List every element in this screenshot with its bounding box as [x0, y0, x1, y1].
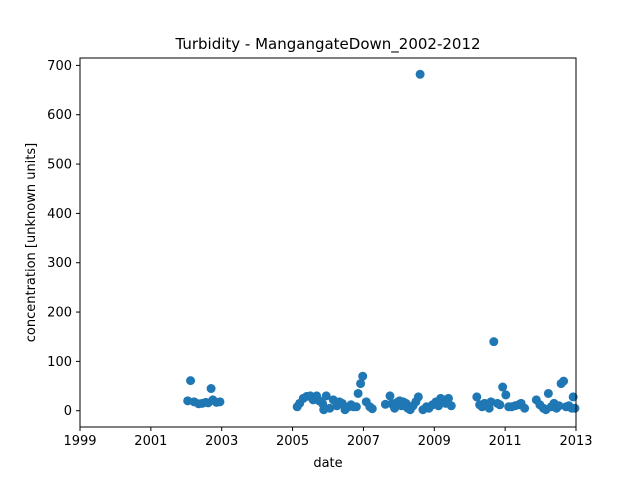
data-point — [489, 337, 499, 347]
x-tick-label: 2001 — [134, 434, 167, 449]
data-point — [559, 376, 569, 386]
data-point — [498, 382, 508, 392]
y-tick-label: 100 — [47, 355, 72, 370]
x-tick-label: 2003 — [205, 434, 238, 449]
x-tick-label: 2009 — [418, 434, 451, 449]
y-tick-label: 0 — [64, 404, 72, 419]
y-tick-label: 400 — [47, 207, 72, 222]
x-tick-label: 1999 — [63, 434, 96, 449]
y-axis: 0 100 200 300 400 500 600 700 — [47, 59, 80, 419]
y-tick-label: 700 — [47, 59, 72, 74]
data-point — [501, 390, 511, 400]
data-point — [215, 397, 225, 407]
x-tick-label: 2007 — [347, 434, 380, 449]
y-axis-label: concentration [unknown units] — [24, 143, 39, 342]
data-point — [520, 403, 530, 413]
data-point — [353, 388, 363, 398]
data-point — [570, 403, 580, 413]
data-point — [367, 404, 377, 414]
data-point — [543, 388, 553, 398]
data-point — [472, 392, 482, 402]
x-tick-label: 2013 — [559, 434, 592, 449]
plot-area — [183, 69, 580, 415]
y-tick-label: 600 — [47, 108, 72, 123]
data-point — [446, 401, 456, 411]
data-point — [321, 391, 331, 401]
data-point — [356, 379, 366, 389]
x-axis-label: date — [313, 456, 342, 471]
y-tick-label: 500 — [47, 158, 72, 173]
x-tick-label: 2005 — [276, 434, 309, 449]
data-point — [186, 376, 196, 386]
data-point — [495, 400, 505, 410]
x-axis: 1999 2001 2003 2005 2007 2009 2011 2013 — [63, 427, 593, 449]
data-point — [325, 403, 335, 413]
data-point — [568, 392, 578, 402]
chart-title: Turbidity - MangangateDown_2002-2012 — [174, 35, 480, 54]
axes-frame — [79, 57, 577, 428]
data-point — [358, 371, 368, 381]
y-tick-label: 300 — [47, 256, 72, 271]
data-point — [206, 384, 216, 394]
data-point — [385, 391, 395, 401]
x-tick-label: 2011 — [489, 434, 522, 449]
data-point — [351, 402, 361, 412]
data-point — [413, 392, 423, 402]
y-tick-label: 200 — [47, 306, 72, 321]
data-point — [415, 69, 425, 79]
data-point — [554, 401, 564, 411]
data-point — [443, 393, 453, 403]
